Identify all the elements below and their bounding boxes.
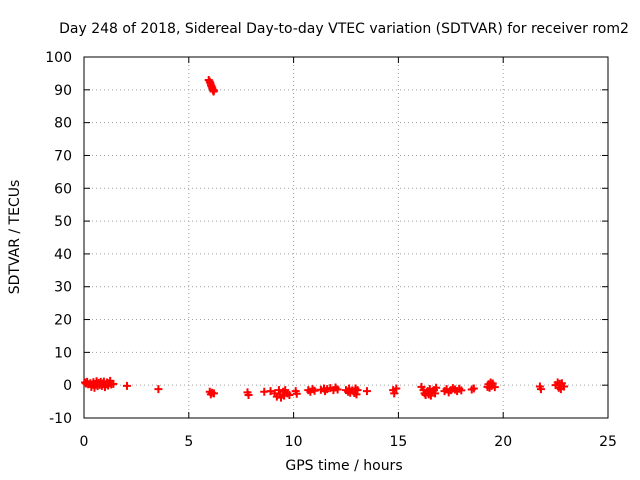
data-point [154, 385, 163, 394]
chart-title: Day 248 of 2018, Sidereal Day-to-day VTE… [59, 21, 629, 37]
data-point [209, 86, 218, 95]
data-point [244, 391, 253, 400]
x-tick-label: 5 [184, 434, 193, 450]
x-axis-label: GPS time / hours [285, 458, 402, 474]
y-tick-label: -10 [49, 411, 72, 427]
data-point [426, 391, 435, 400]
plot-frame [83, 56, 609, 419]
x-tick-label: 20 [494, 434, 512, 450]
grid [84, 57, 608, 418]
y-tick-label: 60 [54, 181, 72, 197]
y-tick-label: 100 [45, 50, 72, 66]
y-tick-label: 90 [54, 83, 72, 99]
data-point [457, 386, 466, 395]
data-point [432, 383, 441, 392]
data-point [431, 389, 440, 398]
x-tick-label: 10 [285, 434, 303, 450]
x-tick-label: 25 [599, 434, 617, 450]
data-point [353, 386, 362, 395]
data-point [490, 383, 499, 392]
data-point [122, 381, 131, 390]
x-tick-label: 15 [389, 434, 407, 450]
y-tick-label: 20 [54, 313, 72, 329]
x-tick-label: 0 [80, 434, 89, 450]
y-tick-label: 70 [54, 148, 72, 164]
data-point [536, 385, 545, 394]
y-tick-label: 80 [54, 116, 72, 132]
y-axis-label: SDTVAR / TECUs [7, 180, 23, 295]
data-point [109, 379, 118, 388]
y-tick-label: 0 [63, 378, 72, 394]
data-point [392, 384, 401, 393]
y-tick-label: 50 [54, 214, 72, 230]
data-points [81, 75, 568, 402]
data-point [362, 387, 371, 396]
data-point [469, 384, 478, 393]
axis-ticks: 0 5 10 15 20 25 -10 0 10 20 30 40 50 60 70 80 90 100 [45, 50, 617, 450]
data-point [559, 382, 568, 391]
y-tick-label: 10 [54, 345, 72, 361]
data-point [333, 385, 342, 394]
data-point [352, 390, 361, 399]
y-tick-label: 40 [54, 247, 72, 263]
data-point [209, 389, 218, 398]
data-point [390, 389, 399, 398]
y-tick-label: 30 [54, 280, 72, 296]
data-point [285, 391, 294, 400]
data-point [266, 387, 275, 396]
data-point [292, 389, 301, 398]
